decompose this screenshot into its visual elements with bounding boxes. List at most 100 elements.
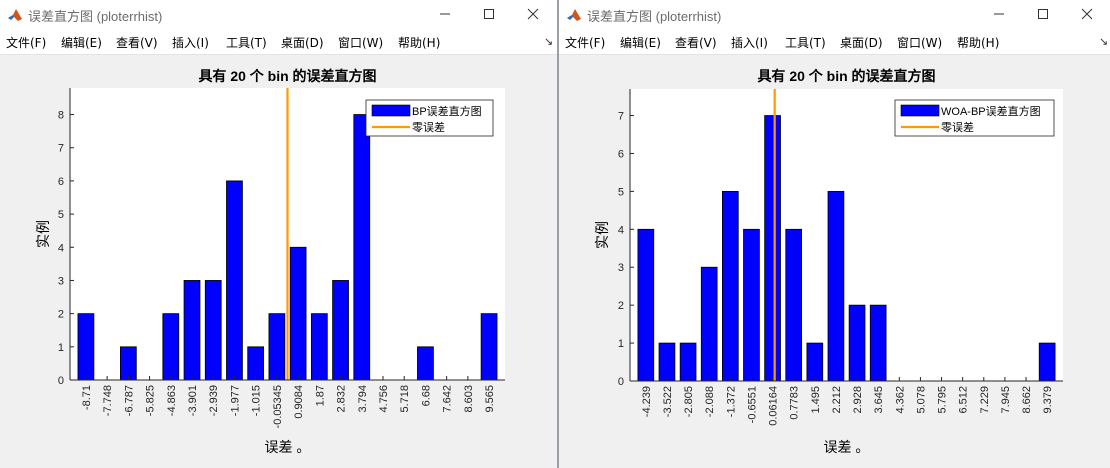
x-tick-label: -7.748 [102, 385, 114, 416]
menu-insert[interactable]: 插入(I) [731, 36, 768, 50]
x-tick-label: 5.795 [937, 386, 949, 414]
x-tick-label: 4.756 [378, 385, 390, 413]
dock-arrow-icon[interactable]: ↘ [1099, 36, 1109, 48]
x-tick-label: 1.87 [314, 385, 326, 406]
figure-window-2: 误差直方图 (ploterrhist) 文件(F) 编辑(E) 查看(V) 插入… [559, 0, 1110, 468]
histogram-bar [658, 342, 676, 382]
histogram-bar [848, 304, 866, 382]
chart-title: 具有 20 个 bin 的误差直方图 [756, 68, 935, 84]
matlab-icon [566, 7, 582, 23]
histogram-bar [247, 346, 265, 381]
histogram-bar [310, 313, 328, 381]
histogram-bar [785, 228, 803, 382]
window-title: 误差直方图 (ploterrhist) [28, 9, 163, 24]
menu-help[interactable]: 帮助(H) [957, 36, 1000, 50]
minimize-button[interactable] [423, 0, 467, 29]
dock-arrow-icon[interactable]: ↘ [544, 36, 554, 48]
histogram-bar [268, 313, 286, 381]
histogram-bar [480, 313, 498, 381]
x-tick-label: -1.977 [229, 385, 241, 416]
y-tick-label: 7 [58, 143, 64, 155]
menu-window[interactable]: 窗口(W) [338, 36, 384, 50]
y-tick-label: 7 [618, 111, 624, 123]
minimize-button[interactable] [977, 0, 1021, 29]
x-tick-label: -2.805 [683, 386, 695, 417]
menu-file[interactable]: 文件(F) [565, 36, 606, 50]
menu-tools[interactable]: 工具(T) [785, 36, 826, 50]
x-tick-label: -5.825 [145, 385, 157, 416]
matlab-icon [7, 7, 23, 23]
x-tick-label: -2.088 [704, 386, 716, 417]
menu-desktop[interactable]: 桌面(D) [840, 36, 883, 50]
x-tick-label: -2.939 [208, 385, 220, 416]
y-tick-label: 0 [618, 376, 624, 388]
maximize-button[interactable] [1021, 0, 1065, 29]
close-button[interactable] [511, 0, 555, 29]
histogram-bar [417, 346, 434, 381]
menu-edit[interactable]: 编辑(E) [61, 36, 102, 50]
menu-insert[interactable]: 插入(I) [172, 36, 209, 50]
y-tick-label: 2 [618, 300, 624, 312]
x-tick-label: -6.787 [123, 385, 135, 416]
title-bar[interactable]: 误差直方图 (ploterrhist) [0, 0, 557, 29]
menu-view[interactable]: 查看(V) [116, 36, 158, 50]
close-button[interactable] [1065, 0, 1109, 29]
histogram-bar [827, 190, 845, 382]
histogram-figure-2: 0 1 2 3 4 5 6 7 -4.239 -3.522 -2.805 -2.088 -1.372 -0… [594, 68, 1063, 455]
histogram-bar [289, 246, 307, 381]
x-tick-label: -1.372 [725, 386, 737, 417]
x-tick-label: 3.645 [873, 386, 885, 414]
y-axis-label: 实例 [35, 220, 51, 248]
maximize-icon [484, 9, 494, 19]
menu-help[interactable]: 帮助(H) [398, 36, 441, 50]
y-axis-label: 实例 [594, 221, 610, 249]
x-axis-label: 误差 。 [265, 439, 311, 455]
y-tick-label: 2 [58, 309, 64, 321]
y-tick-label: 6 [58, 176, 64, 188]
x-tick-label: 9.379 [1042, 386, 1054, 414]
histogram-bar [226, 180, 243, 381]
menu-bar: 文件(F) 编辑(E) 查看(V) 插入(I) 工具(T) 桌面(D) 窗口(W… [0, 29, 557, 55]
menu-desktop[interactable]: 桌面(D) [281, 36, 324, 50]
y-tick-label: 3 [618, 262, 624, 274]
x-tick-label: 4.362 [894, 386, 906, 414]
x-tick-label: 0.7783 [789, 386, 801, 420]
x-tick-label: 3.794 [357, 385, 369, 413]
histogram-bar [637, 228, 655, 382]
x-tick-label: 5.718 [399, 385, 411, 413]
y-tick-label: 5 [618, 186, 624, 198]
y-tick-label: 4 [58, 242, 64, 254]
y-tick-label: 4 [618, 224, 624, 236]
histogram-bar [183, 280, 201, 381]
x-axis-label: 误差 。 [824, 439, 870, 455]
menu-file[interactable]: 文件(F) [6, 36, 47, 50]
histogram-bar [353, 114, 371, 381]
y-tick-label: 3 [58, 275, 64, 287]
histogram-bar [722, 190, 739, 382]
histogram-bar [743, 228, 760, 382]
figure-window-1: 误差直方图 (ploterrhist) 文件(F) 编辑(E) 查看(V) 插入… [0, 0, 557, 455]
title-bar[interactable]: 误差直方图 (ploterrhist) [559, 0, 1110, 29]
histogram-bar [764, 115, 781, 382]
x-tick-label: 6.68 [420, 385, 432, 406]
x-tick-label: -3.522 [662, 386, 674, 417]
x-tick-label: 7.229 [979, 386, 991, 414]
menu-tools[interactable]: 工具(T) [226, 36, 267, 50]
x-tick-label: 1.495 [810, 386, 822, 414]
x-tick-label: 0.06164 [768, 386, 780, 426]
legend-bar-label: WOA-BP误差直方图 [941, 104, 1041, 118]
menu-view[interactable]: 查看(V) [675, 36, 717, 50]
minimize-icon [440, 13, 450, 15]
menu-window[interactable]: 窗口(W) [897, 36, 943, 50]
x-tick-label: 2.212 [831, 386, 843, 414]
histogram-bar [204, 280, 222, 381]
x-tick-label: 9.565 [484, 385, 496, 413]
x-tick-label: -0.05345 [272, 385, 284, 428]
menu-edit[interactable]: 编辑(E) [620, 36, 661, 50]
legend-bar-swatch [900, 104, 940, 117]
y-tick-label: 0 [58, 375, 64, 387]
histogram-bar [119, 346, 137, 381]
maximize-button[interactable] [467, 0, 511, 29]
